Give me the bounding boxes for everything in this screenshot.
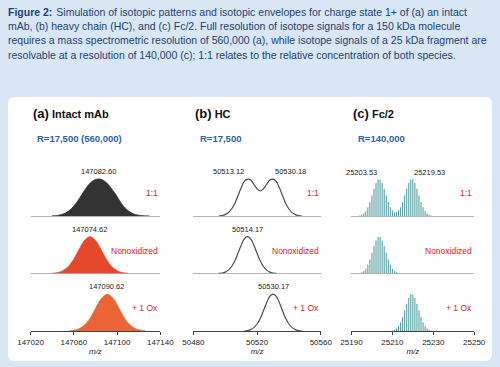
svg-text:147074.62: 147074.62	[72, 225, 107, 234]
svg-text:(c) Fc/2: (c) Fc/2	[353, 106, 394, 121]
svg-text:25230: 25230	[422, 338, 445, 347]
svg-text:Nonoxidized: Nonoxidized	[425, 246, 472, 256]
svg-text:(a) Intact mAb: (a) Intact mAb	[33, 106, 109, 121]
svg-text:147082.60: 147082.60	[81, 167, 116, 176]
svg-text:147100: 147100	[104, 338, 131, 347]
svg-text:50514.17: 50514.17	[232, 225, 263, 234]
svg-text:+ 1 Ox: + 1 Ox	[132, 303, 158, 313]
svg-text:m/z: m/z	[251, 347, 264, 356]
svg-text:50513.12: 50513.12	[213, 167, 244, 176]
svg-text:R=17,500 (560,000): R=17,500 (560,000)	[37, 133, 122, 144]
svg-text:R=17,500: R=17,500	[200, 133, 241, 144]
html-text:Figure 2: Simulation of isotop: Figure 2: Simulation of isotopic pattern…	[8, 6, 487, 61]
svg-text:1:1: 1:1	[460, 188, 472, 198]
svg-text:50520: 50520	[246, 338, 269, 347]
svg-text:Nonoxidized: Nonoxidized	[111, 246, 158, 256]
svg-text:147140: 147140	[147, 338, 174, 347]
svg-text:147060: 147060	[60, 338, 87, 347]
svg-text:50530.18: 50530.18	[275, 167, 306, 176]
svg-text:(b) HC: (b) HC	[195, 106, 231, 121]
svg-text:50480: 50480	[182, 338, 205, 347]
svg-text:147020: 147020	[17, 338, 44, 347]
svg-text:m/z: m/z	[406, 347, 419, 356]
svg-text:+ 1 Ox: + 1 Ox	[446, 303, 472, 313]
svg-text:1:1: 1:1	[307, 188, 319, 198]
svg-text:25190: 25190	[340, 338, 363, 347]
svg-text:R=140,000: R=140,000	[358, 133, 405, 144]
svg-text:1:1: 1:1	[146, 188, 158, 198]
svg-text:+ 1 Ox: + 1 Ox	[293, 303, 319, 313]
svg-text:25203.53: 25203.53	[346, 168, 377, 177]
svg-text:50560: 50560	[310, 338, 333, 347]
svg-text:50530.17: 50530.17	[258, 282, 289, 291]
svg-text:m/z: m/z	[89, 347, 102, 356]
svg-text:Nonoxidized: Nonoxidized	[272, 246, 319, 256]
svg-text:25210: 25210	[381, 338, 404, 347]
svg-text:147090.62: 147090.62	[89, 282, 124, 291]
svg-text:25250: 25250	[463, 338, 486, 347]
svg-text:25219.53: 25219.53	[414, 168, 445, 177]
